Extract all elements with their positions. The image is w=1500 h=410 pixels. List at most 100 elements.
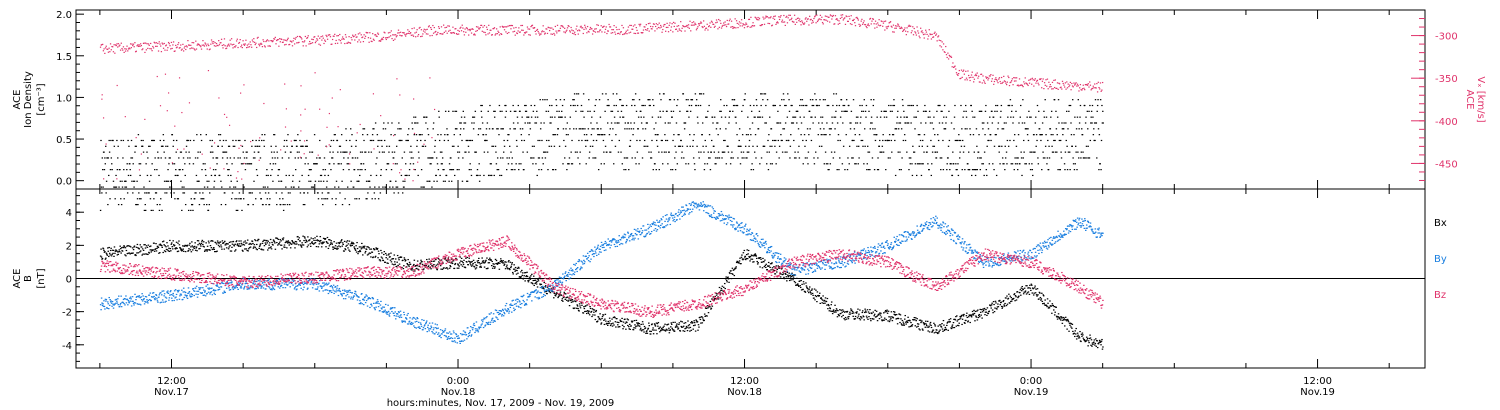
density-series-point [351, 134, 353, 136]
bfield-bx-series-point [384, 252, 387, 255]
density-series-point [617, 151, 620, 153]
density-series-point [1015, 145, 1018, 147]
bfield-bx-series-point [529, 276, 531, 278]
density-series-point [812, 104, 815, 107]
density-series-point [991, 110, 993, 112]
velocity-series-point [301, 41, 304, 43]
density-series-point [885, 169, 887, 171]
density-series-point [545, 139, 548, 142]
bfield-bx-series-point [287, 242, 289, 244]
velocity-series-point [269, 45, 271, 47]
velocity-series-point [940, 40, 942, 42]
velocity-series-point [339, 40, 342, 42]
density-series-point [685, 163, 687, 165]
bfield-bx-series-point [209, 245, 212, 247]
velocity-series-point [965, 70, 967, 72]
velocity-series-point [334, 33, 336, 35]
density-series-point [208, 203, 211, 206]
density-series-point [884, 139, 887, 142]
bfield-bx-series-point [373, 247, 375, 250]
bfield-bx-series-point [162, 240, 165, 242]
bfield-bx-series-point [238, 243, 241, 245]
density-series-point [174, 198, 176, 200]
bfield-bx-series-point [315, 239, 317, 242]
density-series-point [752, 169, 755, 171]
bfield-bx-series-point [554, 295, 557, 297]
velocity-series-point [882, 22, 885, 24]
velocity-series-point [238, 41, 241, 44]
density-series-point [876, 169, 879, 171]
bfield-bx-series-point [406, 262, 408, 265]
density-series-point [984, 134, 986, 136]
bfield-bx-series-point [491, 267, 494, 269]
density-series-point [1045, 116, 1048, 118]
velocity-series-point [431, 34, 433, 37]
density-series-point [608, 134, 611, 136]
density-series-point [798, 145, 800, 147]
bfield-bx-series-point [101, 257, 104, 260]
density-series-point [804, 157, 807, 159]
bfield-bx-series-point [320, 242, 322, 244]
density-series-point [590, 134, 593, 136]
density-series-point [909, 104, 911, 107]
velocity-series-point [180, 44, 182, 46]
density-series-point [517, 104, 520, 107]
density-series-point [1020, 151, 1022, 153]
velocity-series-point [1071, 82, 1073, 85]
density-series-point [393, 151, 396, 153]
density-series-point [600, 163, 602, 165]
bfield-bx-series-point [339, 246, 342, 248]
density-series-point [971, 110, 973, 112]
velocity-series-point [278, 38, 281, 40]
density-series-point [1035, 145, 1037, 147]
bfield-bx-series-point [235, 240, 238, 242]
bfield-bx-series-point [261, 249, 263, 251]
bfield-bx-series-point [289, 247, 292, 249]
bfield-bx-series-point [437, 257, 439, 259]
density-series-point [1047, 169, 1050, 171]
velocity-series-point [744, 24, 746, 26]
bfield-bx-series-point [127, 252, 130, 254]
density-series-point [624, 128, 626, 130]
density-series-point [1034, 122, 1037, 124]
density-series-point [1001, 128, 1003, 130]
velocity-series-point [976, 72, 978, 74]
bfield-bx-series-point [117, 253, 120, 255]
bfield-bx-series-point [132, 252, 134, 254]
density-series-point [1092, 116, 1094, 118]
density-series-point [571, 139, 573, 142]
density-series-point [120, 203, 123, 206]
velocity-series-point [515, 26, 517, 29]
density-series-point [411, 122, 413, 124]
velocity-series-point [478, 28, 480, 30]
velocity-series-point [420, 29, 423, 31]
density-series-point [666, 139, 669, 142]
density-series-point [232, 145, 235, 147]
bfield-bx-series-point [256, 243, 258, 246]
bfield-bx-series-point [430, 268, 432, 270]
velocity-series-point [543, 30, 545, 33]
velocity-series-point [903, 28, 905, 31]
bfield-bx-series-point [139, 250, 142, 252]
density-series-point [1040, 134, 1043, 136]
density-series-point [156, 169, 158, 171]
velocity-series-point [854, 25, 857, 27]
density-series-point [542, 99, 544, 101]
velocity-series-point [841, 16, 843, 18]
density-series-point [139, 163, 142, 165]
bfield-bx-series-point [482, 260, 485, 262]
bfield-bx-series [99, 235, 1104, 350]
density-series-point [131, 180, 133, 182]
density-series-point [738, 128, 741, 130]
density-series-point [551, 104, 553, 107]
velocity-outlier-point [284, 126, 287, 128]
density-series-point [1006, 163, 1008, 165]
density-series-point [534, 116, 537, 118]
velocity-series-point [648, 30, 650, 32]
density-series-point [822, 99, 825, 101]
density-series-point [834, 128, 836, 130]
density-series-point [393, 192, 395, 194]
velocity-series-point [901, 27, 903, 29]
velocity-series-point [306, 36, 309, 39]
density-series-point [521, 139, 523, 142]
